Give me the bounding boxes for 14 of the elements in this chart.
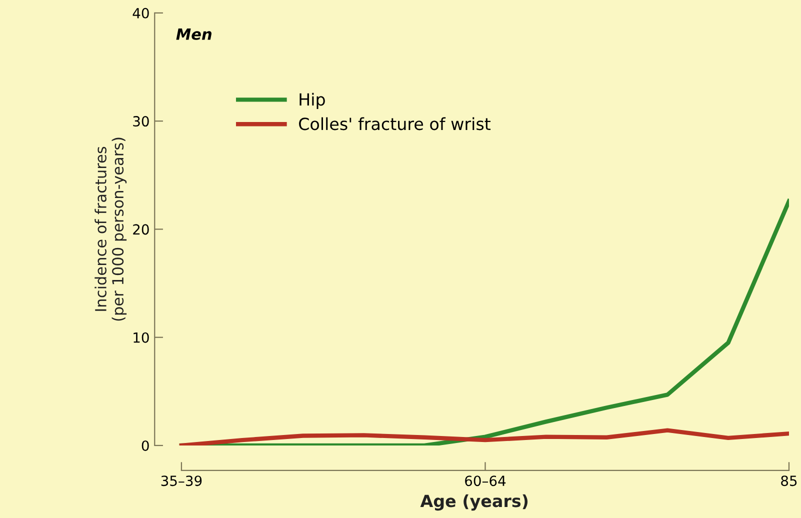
x-tick-label: 60–64 bbox=[465, 476, 506, 486]
y-tick-label: 40 bbox=[132, 8, 149, 18]
y-axis-title: Incidence of fractures (per 1000 person-years) bbox=[94, 138, 127, 321]
y-tick-label: 0 bbox=[142, 440, 149, 451]
x-axis-title: Age (years) bbox=[420, 494, 528, 511]
legend-label: Colles' fracture of wrist bbox=[299, 117, 491, 130]
y-tick-label: 20 bbox=[133, 224, 149, 235]
y-tick-label: 30 bbox=[133, 116, 149, 127]
x-tick-label: 35–39 bbox=[161, 476, 202, 486]
text: Men bbox=[176, 28, 212, 40]
y-tick-label: 10 bbox=[134, 332, 149, 343]
legend-label: Hip bbox=[300, 92, 325, 109]
x-tick-label: 85 bbox=[781, 476, 797, 486]
line-series bbox=[179, 428, 789, 446]
